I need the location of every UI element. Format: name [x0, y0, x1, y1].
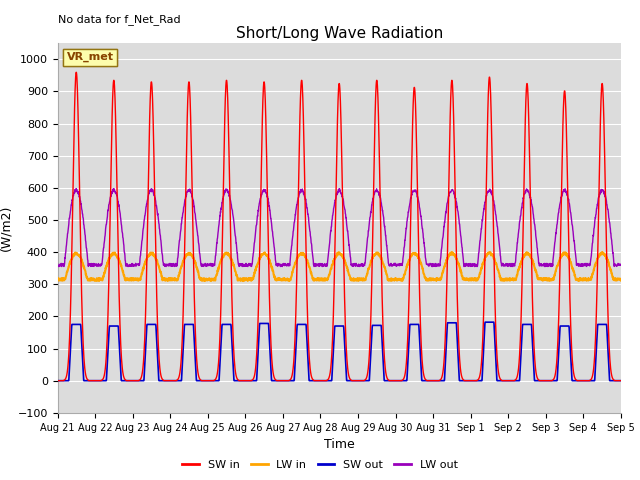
- Y-axis label: (W/m2): (W/m2): [0, 205, 12, 251]
- X-axis label: Time: Time: [324, 438, 355, 451]
- Legend: VR_met: VR_met: [63, 49, 117, 66]
- Title: Short/Long Wave Radiation: Short/Long Wave Radiation: [236, 25, 443, 41]
- Text: No data for f_Net_Rad: No data for f_Net_Rad: [58, 13, 180, 24]
- Legend: SW in, LW in, SW out, LW out: SW in, LW in, SW out, LW out: [178, 456, 462, 474]
